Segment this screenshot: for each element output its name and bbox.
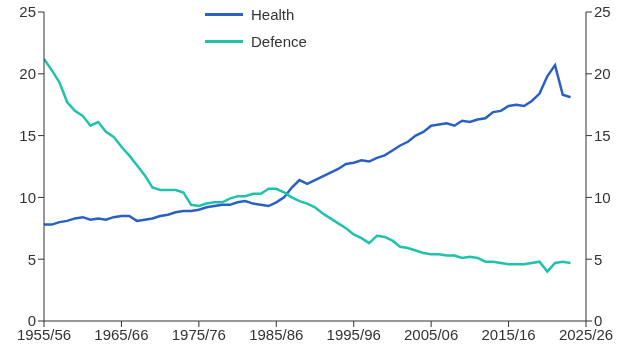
svg-text:1985/86: 1985/86	[249, 326, 303, 343]
svg-text:2025/26: 2025/26	[559, 326, 613, 343]
svg-text:10: 10	[19, 189, 36, 206]
svg-text:1965/66: 1965/66	[94, 326, 148, 343]
svg-text:25: 25	[594, 3, 611, 20]
svg-text:5: 5	[594, 251, 602, 268]
svg-text:1975/76: 1975/76	[172, 326, 226, 343]
svg-text:20: 20	[594, 65, 611, 82]
svg-text:2005/06: 2005/06	[404, 326, 458, 343]
svg-text:20: 20	[19, 65, 36, 82]
svg-text:15: 15	[19, 127, 36, 144]
svg-text:1995/96: 1995/96	[327, 326, 381, 343]
html-text:Health: Health	[251, 6, 295, 23]
html-text:Defence: Defence	[251, 33, 307, 50]
svg-text:10: 10	[594, 189, 611, 206]
svg-text:1955/56: 1955/56	[17, 326, 71, 343]
svg-text:0: 0	[594, 312, 602, 329]
svg-text:5: 5	[28, 251, 36, 268]
svg-text:15: 15	[594, 127, 611, 144]
svg-text:0: 0	[28, 312, 36, 329]
svg-text:2015/16: 2015/16	[481, 326, 535, 343]
svg-text:25: 25	[19, 3, 36, 20]
